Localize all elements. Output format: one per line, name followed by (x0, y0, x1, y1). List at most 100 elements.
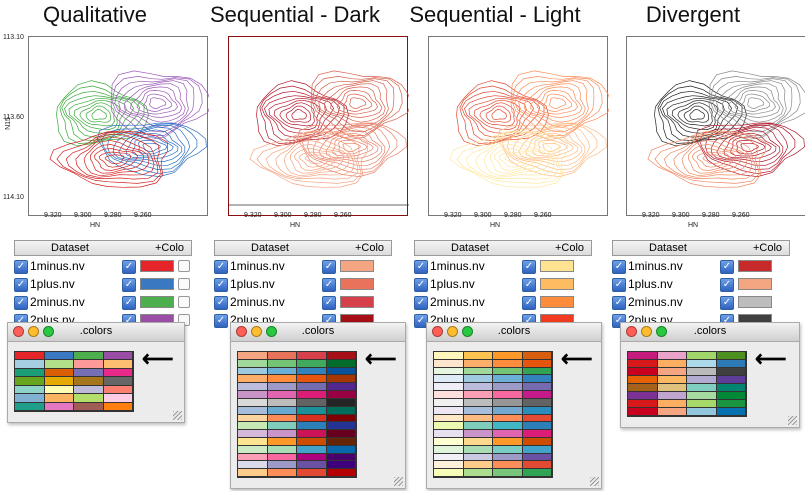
palette-cell[interactable] (74, 360, 104, 369)
palette-cell[interactable] (463, 352, 493, 360)
palette-cell[interactable] (716, 384, 746, 392)
palette-cell[interactable] (297, 359, 327, 368)
palette-cell[interactable] (716, 400, 746, 408)
palette-cell[interactable] (267, 469, 297, 477)
palette-cell[interactable] (267, 367, 297, 376)
palette-cell[interactable] (522, 367, 552, 376)
palette-cell[interactable] (493, 367, 523, 376)
palette-cell[interactable] (522, 398, 552, 407)
color-picker-button[interactable] (178, 260, 190, 272)
palette-cell[interactable] (434, 383, 464, 392)
palette-cell[interactable] (657, 368, 687, 376)
minimize-button[interactable] (28, 326, 39, 337)
palette-cell[interactable] (434, 469, 464, 477)
color-swatch[interactable] (540, 278, 574, 290)
color-swatch[interactable] (340, 278, 374, 290)
close-button[interactable] (432, 326, 443, 337)
palette-cell[interactable] (522, 414, 552, 423)
palette-cell[interactable] (44, 352, 74, 361)
palette-cell[interactable] (434, 422, 464, 431)
palette-cell[interactable] (687, 384, 717, 392)
palette-cell[interactable] (493, 352, 523, 360)
color-checkbox[interactable]: ✓ (720, 296, 734, 310)
palette-cell[interactable] (493, 430, 523, 438)
palette-cell[interactable] (326, 461, 356, 470)
palette-cell[interactable] (238, 359, 268, 368)
visible-checkbox[interactable]: ✓ (414, 314, 428, 328)
minimize-button[interactable] (447, 326, 458, 337)
palette-cell[interactable] (522, 375, 552, 384)
zoom-button[interactable] (656, 326, 667, 337)
zoom-button[interactable] (266, 326, 277, 337)
palette-cell[interactable] (238, 391, 268, 399)
palette-cell[interactable] (493, 391, 523, 399)
palette-cell[interactable] (267, 437, 297, 446)
palette-cell[interactable] (463, 461, 493, 470)
palette-cell[interactable] (493, 406, 523, 415)
color-checkbox[interactable]: ✓ (322, 296, 336, 310)
color-swatch[interactable] (738, 260, 772, 272)
palette-cell[interactable] (522, 352, 552, 360)
resize-handle[interactable] (788, 416, 797, 425)
palette-cell[interactable] (687, 392, 717, 400)
palette-cell[interactable] (716, 352, 746, 360)
palette-cell[interactable] (522, 469, 552, 477)
palette-cell[interactable] (44, 368, 74, 378)
palette-cell[interactable] (297, 445, 327, 454)
palette-cell[interactable] (267, 375, 297, 384)
visible-checkbox[interactable]: ✓ (414, 278, 428, 292)
visible-checkbox[interactable]: ✓ (414, 296, 428, 310)
palette-cell[interactable] (103, 385, 133, 395)
palette-cell[interactable] (628, 376, 658, 384)
palette-cell[interactable] (493, 469, 523, 477)
visible-checkbox[interactable]: ✓ (14, 278, 28, 292)
palette-cell[interactable] (326, 469, 356, 477)
palette-cell[interactable] (628, 400, 658, 408)
palette-cell[interactable] (15, 352, 45, 361)
palette-cell[interactable] (267, 445, 297, 454)
palette-cell[interactable] (326, 367, 356, 376)
palette-cell[interactable] (15, 360, 45, 369)
palette-cell[interactable] (493, 375, 523, 384)
palette-cell[interactable] (657, 408, 687, 416)
palette-cell[interactable] (522, 445, 552, 454)
visible-checkbox[interactable]: ✓ (612, 278, 626, 292)
color-checkbox[interactable]: ✓ (720, 278, 734, 292)
zoom-button[interactable] (462, 326, 473, 337)
palette-cell[interactable] (297, 437, 327, 446)
palette-cell[interactable] (657, 400, 687, 408)
palette-cell[interactable] (297, 414, 327, 423)
close-button[interactable] (236, 326, 247, 337)
palette-cell[interactable] (463, 398, 493, 407)
palette-cell[interactable] (628, 368, 658, 376)
zoom-button[interactable] (43, 326, 54, 337)
resize-handle[interactable] (394, 477, 403, 486)
palette-cell[interactable] (238, 461, 268, 470)
visible-checkbox[interactable]: ✓ (214, 278, 228, 292)
palette-cell[interactable] (267, 461, 297, 470)
palette-cell[interactable] (628, 384, 658, 392)
palette-cell[interactable] (522, 406, 552, 415)
palette-cell[interactable] (687, 368, 717, 376)
palette-cell[interactable] (522, 422, 552, 431)
palette-cell[interactable] (238, 383, 268, 392)
visible-checkbox[interactable]: ✓ (214, 260, 228, 274)
palette-cell[interactable] (716, 376, 746, 384)
color-checkbox[interactable]: ✓ (322, 278, 336, 292)
visible-checkbox[interactable]: ✓ (214, 296, 228, 310)
palette-cell[interactable] (238, 422, 268, 431)
color-checkbox[interactable]: ✓ (122, 278, 136, 292)
palette-cell[interactable] (687, 408, 717, 416)
palette-cell[interactable] (297, 422, 327, 431)
palette-cell[interactable] (522, 391, 552, 399)
palette-cell[interactable] (297, 352, 327, 360)
color-swatch[interactable] (340, 296, 374, 308)
palette-cell[interactable] (326, 414, 356, 423)
palette-cell[interactable] (434, 445, 464, 454)
palette-cell[interactable] (326, 406, 356, 415)
palette-cell[interactable] (657, 392, 687, 400)
palette-cell[interactable] (267, 391, 297, 399)
visible-checkbox[interactable]: ✓ (14, 296, 28, 310)
palette-cell[interactable] (297, 383, 327, 392)
palette-cell[interactable] (267, 359, 297, 368)
